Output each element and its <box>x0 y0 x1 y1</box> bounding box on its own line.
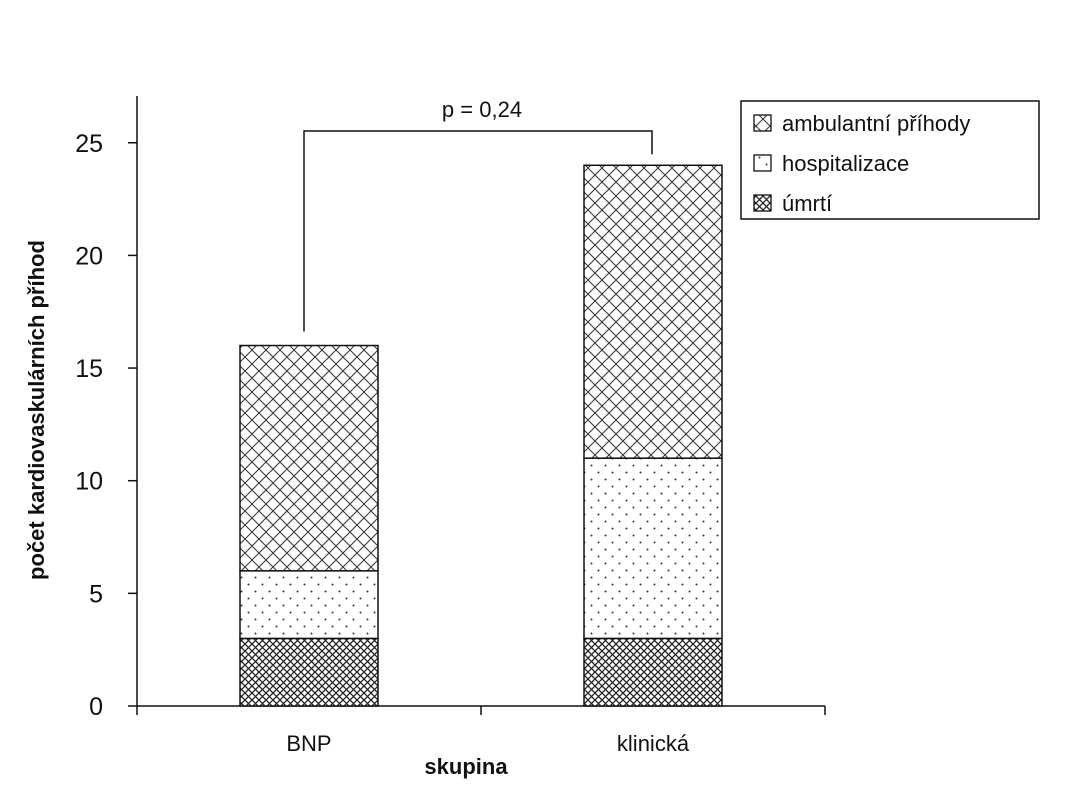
y-tick-label: 0 <box>89 693 103 721</box>
bar-segment <box>239 570 379 640</box>
legend-swatch <box>753 154 772 172</box>
bar-segment <box>239 637 379 707</box>
y-tick-label: 25 <box>75 130 103 158</box>
x-tick-label: BNP <box>286 731 331 756</box>
bars <box>239 164 723 707</box>
legend-frame <box>740 100 1040 220</box>
y-tick-label: 20 <box>75 242 103 270</box>
bar-segment <box>583 457 723 640</box>
bracket-line <box>303 130 653 332</box>
bar-segment <box>583 637 723 707</box>
y-tick-label: 15 <box>75 355 103 383</box>
bar-segment <box>239 344 379 572</box>
legend-label: úmrtí <box>782 191 832 216</box>
bar-segment <box>583 164 723 459</box>
legend-swatch <box>753 114 772 132</box>
y-tick-label: 10 <box>75 468 103 496</box>
legend-swatch <box>753 194 772 212</box>
legend-label: hospitalizace <box>782 151 909 176</box>
legend: ambulantní příhody hospitalizace úmrtí <box>740 100 1040 220</box>
axes: 0 5 10 15 20 25 BNP klinická <box>75 96 826 756</box>
y-tick-label: 5 <box>89 580 103 608</box>
significance-bracket: p = 0,24 <box>303 97 653 332</box>
x-axis-title: skupina <box>424 754 508 779</box>
x-tick-label: klinická <box>617 731 690 756</box>
y-axis-title: počet kardiovaskulárních příhod <box>24 240 49 580</box>
p-value-label: p = 0,24 <box>442 97 522 122</box>
legend-label: ambulantní příhody <box>782 111 970 136</box>
